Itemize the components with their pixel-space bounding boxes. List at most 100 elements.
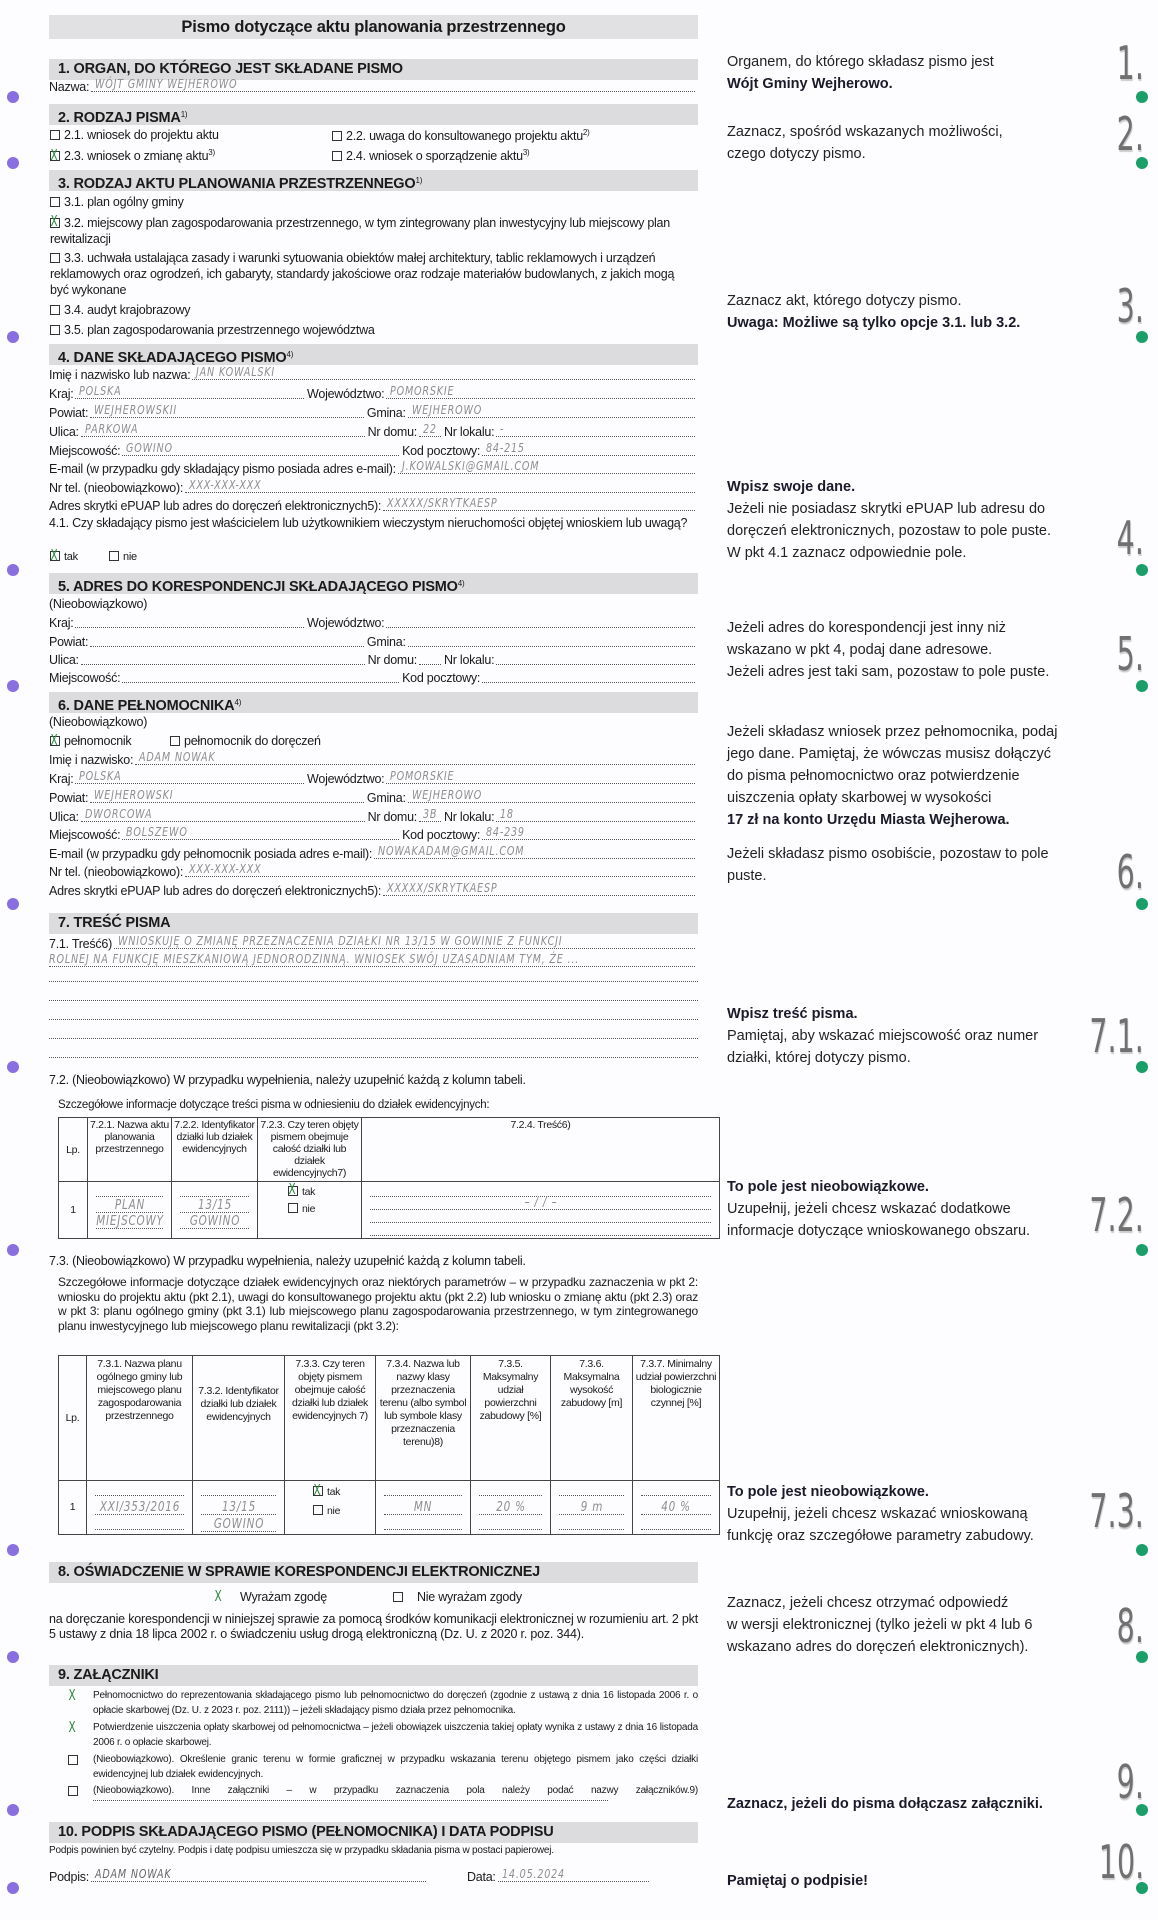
field-input[interactable]: PARKOWA (80, 422, 365, 437)
checkbox[interactable] (170, 736, 180, 746)
whole-yes[interactable]: tak (313, 1483, 373, 1502)
checkbox[interactable] (50, 253, 60, 263)
field-input[interactable] (496, 652, 695, 665)
field-input[interactable]: GOWINO (122, 441, 400, 456)
proxy-type-full[interactable]: pełnomocnik (50, 734, 132, 748)
content-line-1[interactable]: 7.1. Treść6) WNIOSKUJĘ O ZMIANĘ PRZEZNACZ… (49, 933, 698, 951)
content-line-2[interactable]: ROLNEJ NA FUNKCJĘ MIESZKANIOWĄ JEDNORODZ… (49, 951, 698, 969)
parcel-id-cell[interactable]: 13/15 GOWINO (171, 1181, 258, 1239)
checkbox[interactable] (313, 1486, 323, 1496)
whole-no[interactable]: nie (288, 1201, 359, 1218)
option-2-1[interactable]: 2.1. wniosek do projektu aktu (50, 128, 219, 142)
field-input[interactable] (386, 615, 695, 628)
checkbox[interactable] (109, 551, 119, 561)
field-input[interactable]: - (496, 422, 695, 437)
whole-no[interactable]: nie (313, 1502, 373, 1521)
field-input[interactable]: XXXXX/SKRYTKAESP (383, 881, 695, 896)
field-input[interactable] (90, 634, 364, 647)
guide-note-line: Zaznacz, jeżeli do pisma dołączasz załąc… (727, 1796, 1043, 1812)
max-height-cell[interactable]: 9 m (550, 1480, 633, 1535)
field-input[interactable]: JAN KOWALSKI (192, 365, 695, 380)
option-3-5[interactable]: 3.5. plan zagospodarowania przestrzenneg… (50, 322, 375, 338)
checkbox[interactable] (50, 736, 60, 746)
checkbox[interactable] (50, 551, 60, 561)
field-input[interactable]: POLSKA (75, 384, 305, 399)
signature-row[interactable]: Podpis: ADAM NOWAK (49, 1866, 429, 1884)
option-3-1[interactable]: 3.1. plan ogólny gminy (50, 194, 184, 210)
field-input[interactable]: 84-215 (482, 441, 695, 456)
owner-yes[interactable]: tak (50, 551, 78, 563)
consent-yes[interactable]: Wyrażam zgodę (214, 1590, 327, 1604)
consent-no[interactable]: Nie wyrażam zgody (393, 1590, 522, 1604)
field-input[interactable]: WEJHEROWO (407, 788, 695, 803)
field-input[interactable]: 18 (496, 807, 695, 822)
checkbox[interactable] (313, 1505, 323, 1515)
field-input[interactable]: 84-239 (482, 825, 695, 840)
field-input[interactable]: NOWAKADAM@GMAIL.COM (374, 844, 695, 859)
checkbox[interactable] (50, 197, 60, 207)
field-input[interactable] (482, 670, 695, 683)
field-input[interactable]: WEJHEROWSKII (90, 403, 364, 418)
plan-name-cell[interactable]: XXI/353/2016 (86, 1480, 193, 1535)
field-input[interactable] (419, 652, 442, 665)
checkbox[interactable] (50, 151, 60, 161)
attachment-4-checkbox[interactable] (68, 1786, 78, 1796)
field-input[interactable]: XXX-XXX-XXX (185, 478, 695, 493)
parcel-id-cell[interactable]: 13/15 GOWINO (192, 1480, 285, 1535)
attachment-names-input[interactable] (93, 1800, 608, 1801)
field-input[interactable]: POMORSKIE (386, 769, 695, 784)
checkbox[interactable] (50, 130, 60, 140)
field-input[interactable]: BOLSZEWO (122, 825, 400, 840)
checkbox[interactable] (50, 218, 60, 228)
content-line-7[interactable] (49, 1057, 698, 1058)
land-class-cell[interactable]: MN (375, 1480, 471, 1535)
min-bio-cell[interactable]: 40 % (632, 1480, 720, 1535)
content-line-4[interactable] (49, 1000, 698, 1001)
checkbox[interactable] (50, 305, 60, 315)
field-input[interactable]: POMORSKIE (386, 384, 695, 399)
checkbox[interactable] (393, 1592, 403, 1602)
content-line-6[interactable] (49, 1038, 698, 1039)
field-input[interactable] (122, 670, 400, 683)
field-label: Ulica: (49, 653, 79, 667)
field-input[interactable] (75, 615, 305, 628)
option-3-2[interactable]: 3.2. miejscowy plan zagospodarowania prz… (50, 215, 670, 247)
plan-name-cell[interactable]: PLAN MIEJSCOWY (87, 1181, 172, 1239)
option-2-4[interactable]: 2.4. wniosek o sporządzenie aktu3) (332, 148, 530, 163)
field-input[interactable]: 3B (419, 807, 442, 822)
option-2-3[interactable]: 2.3. wniosek o zmianę aktu3) (50, 148, 215, 163)
checkbox[interactable] (332, 131, 342, 141)
max-coverage-cell[interactable]: 20 % (470, 1480, 551, 1535)
date-row[interactable]: Data: 14.05.2024 (467, 1866, 652, 1884)
attachment-2-checkbox[interactable] (68, 1723, 78, 1733)
field-input[interactable]: ADAM NOWAK (135, 750, 695, 765)
checkbox[interactable] (50, 325, 60, 335)
content-cell[interactable]: – / / – (361, 1181, 720, 1239)
checkbox[interactable] (332, 151, 342, 161)
content-line-3[interactable] (49, 981, 698, 982)
field-input[interactable]: XXXXX/SKRYTKAESP (383, 496, 695, 511)
proxy-type-delivery[interactable]: pełnomocnik do doręczeń (170, 734, 321, 748)
attachment-1-checkbox[interactable] (68, 1691, 78, 1701)
field-input[interactable]: J.KOWALSKI@GMAIL.COM (397, 459, 695, 474)
field-input[interactable] (407, 634, 695, 647)
field-input[interactable]: WEJHEROWO (407, 403, 695, 418)
attachment-3-checkbox[interactable] (68, 1755, 78, 1765)
whole-yes[interactable]: tak (288, 1184, 359, 1201)
field-input[interactable]: POLSKA (75, 769, 305, 784)
content-line-5[interactable] (49, 1019, 698, 1020)
option-3-4[interactable]: 3.4. audyt krajobrazowy (50, 302, 191, 318)
field-input[interactable] (80, 652, 365, 665)
field-input[interactable]: DWORCOWA (80, 807, 365, 822)
owner-no[interactable]: nie (109, 551, 137, 563)
field-input[interactable]: 22 (419, 422, 442, 437)
option-2-2[interactable]: 2.2. uwaga do konsultowanego projektu ak… (332, 128, 590, 143)
field-input[interactable]: WÓJT GMINY WEJHEROWO (91, 77, 695, 92)
field-input[interactable]: XXX-XXX-XXX (185, 862, 695, 877)
checkbox[interactable] (288, 1203, 298, 1213)
checkbox[interactable] (288, 1186, 298, 1196)
field-label: Ulica: (49, 810, 79, 824)
checkbox[interactable] (214, 1592, 224, 1602)
field-input[interactable]: WEJHEROWSKI (90, 788, 364, 803)
option-3-3[interactable]: 3.3. uchwała ustalająca zasady i warunki… (50, 251, 675, 297)
